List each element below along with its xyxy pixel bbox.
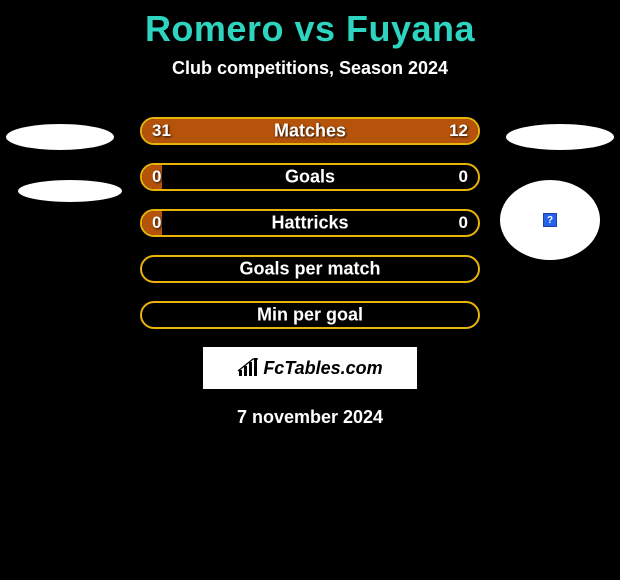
- footer-date: 7 november 2024: [0, 407, 620, 428]
- infographic-root: Romero vs Fuyana Club competitions, Seas…: [0, 0, 620, 428]
- page-subtitle: Club competitions, Season 2024: [0, 58, 620, 79]
- stat-label: Min per goal: [142, 305, 478, 326]
- stat-row-matches: 31 Matches 12: [140, 117, 480, 145]
- brand-badge[interactable]: FcTables.com: [203, 347, 417, 389]
- stats-area: 31 Matches 12 0 Goals 0 0 Hattricks 0 Go…: [0, 117, 620, 329]
- stat-value-right: 12: [449, 121, 468, 141]
- stat-label: Goals per match: [142, 259, 478, 280]
- stat-value-right: 0: [459, 213, 468, 233]
- stat-row-goals: 0 Goals 0: [140, 163, 480, 191]
- brand-text: FcTables.com: [263, 358, 382, 379]
- stat-row-hattricks: 0 Hattricks 0: [140, 209, 480, 237]
- stat-label: Matches: [142, 121, 478, 142]
- stat-label: Goals: [142, 167, 478, 188]
- page-title: Romero vs Fuyana: [0, 8, 620, 50]
- bar-chart-icon: [237, 358, 259, 378]
- stat-row-min-per-goal: Min per goal: [140, 301, 480, 329]
- stat-row-goals-per-match: Goals per match: [140, 255, 480, 283]
- stat-value-right: 0: [459, 167, 468, 187]
- stat-label: Hattricks: [142, 213, 478, 234]
